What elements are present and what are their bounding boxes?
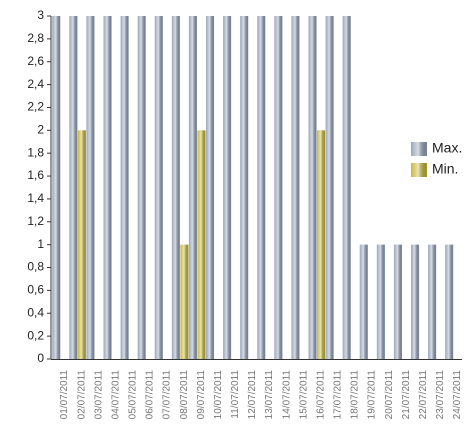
x-tick-label: 20/07/2011 <box>384 370 395 420</box>
bar-shine <box>393 244 402 359</box>
bar-shine <box>445 244 454 359</box>
bar-shine <box>103 16 112 359</box>
x-tick-label: 17/07/2011 <box>333 370 344 420</box>
x-tick-label: 21/07/2011 <box>401 370 412 420</box>
bar-shine <box>359 244 368 359</box>
bar-shine <box>188 16 197 359</box>
x-tick-label: 09/07/2011 <box>196 370 207 420</box>
x-tick-label: 07/07/2011 <box>162 370 173 420</box>
x-tick-label: 02/07/2011 <box>76 370 87 420</box>
bar-shine <box>197 130 206 359</box>
bar-shine <box>257 16 266 359</box>
y-tick-label: 2 <box>37 123 44 137</box>
bar-shine <box>69 16 78 359</box>
x-tick-label: 06/07/2011 <box>145 370 156 420</box>
y-tick-label: 0,4 <box>27 305 44 319</box>
bar-shine <box>317 130 326 359</box>
bar-shine <box>342 16 351 359</box>
x-tick-label: 04/07/2011 <box>110 370 121 420</box>
y-tick-label: 1 <box>37 237 44 251</box>
x-tick-label: 14/07/2011 <box>281 370 292 420</box>
legend-swatch-shine <box>411 142 427 156</box>
bar-shine <box>376 244 385 359</box>
x-tick-label: 01/07/2011 <box>59 370 70 420</box>
y-tick-label: 0,2 <box>27 328 44 342</box>
bar-shine <box>120 16 129 359</box>
bar-shine <box>180 244 189 359</box>
y-tick-label: 2,6 <box>27 54 44 68</box>
bar-shine <box>223 16 232 359</box>
y-tick-label: 1,8 <box>27 145 44 159</box>
x-tick-label: 12/07/2011 <box>247 370 258 420</box>
x-tick-label: 19/07/2011 <box>367 370 378 420</box>
y-tick-label: 2,4 <box>27 77 44 91</box>
bar-shine <box>411 244 420 359</box>
x-tick-label: 03/07/2011 <box>93 370 104 420</box>
x-tick-label: 08/07/2011 <box>179 370 190 420</box>
bar-shine <box>274 16 283 359</box>
x-tick-label: 11/07/2011 <box>230 370 241 419</box>
bar-shine <box>291 16 300 359</box>
bar-shine <box>171 16 180 359</box>
x-tick-label: 15/07/2011 <box>298 370 309 420</box>
y-tick-label: 1,2 <box>27 214 44 228</box>
y-tick-label: 0,8 <box>27 260 44 274</box>
bar-shine <box>325 16 334 359</box>
x-tick-label: 05/07/2011 <box>128 370 139 420</box>
bar-shine <box>428 244 437 359</box>
y-tick-label: 0 <box>37 351 44 365</box>
legend-swatch-shine <box>411 163 427 177</box>
y-tick-label: 1,6 <box>27 168 44 182</box>
bar-shine <box>86 16 95 359</box>
x-tick-label: 16/07/2011 <box>315 370 326 420</box>
legend-label: Max. <box>432 140 462 156</box>
x-tick-label: 23/07/2011 <box>435 370 446 420</box>
bar-shine <box>206 16 215 359</box>
y-tick-label: 1,4 <box>27 191 44 205</box>
x-tick-label: 24/07/2011 <box>452 370 463 420</box>
bar-shine <box>308 16 317 359</box>
legend-label: Min. <box>432 161 458 177</box>
bar-shine <box>52 16 61 359</box>
y-tick-label: 0,6 <box>27 283 44 297</box>
y-tick-label: 2,8 <box>27 31 44 45</box>
x-tick-label: 10/07/2011 <box>213 370 224 420</box>
x-tick-label: 18/07/2011 <box>350 370 361 420</box>
bar-shine <box>77 130 86 359</box>
bar-shine <box>154 16 163 359</box>
x-tick-label: 22/07/2011 <box>418 370 429 420</box>
bar-shine <box>240 16 249 359</box>
bar-shine <box>137 16 146 359</box>
y-tick-label: 2,2 <box>27 100 44 114</box>
x-tick-label: 13/07/2011 <box>264 370 275 420</box>
y-tick-label: 3 <box>37 8 44 22</box>
